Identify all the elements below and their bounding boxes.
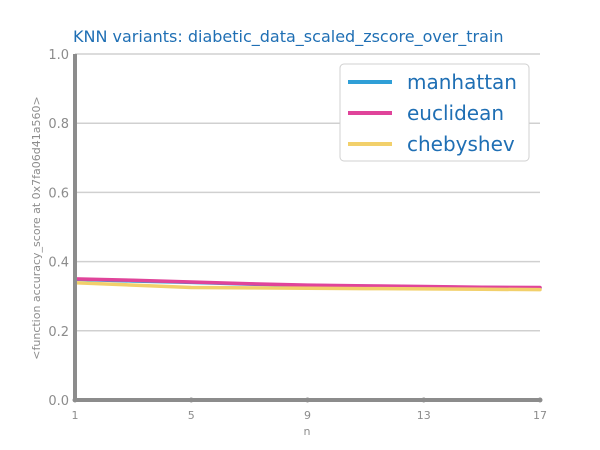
y-tick-label: 0.6 bbox=[48, 186, 69, 201]
x-tick-mark bbox=[421, 397, 427, 403]
series-line-euclidean bbox=[73, 277, 542, 290]
legend-frame bbox=[339, 63, 530, 162]
x-tick-mark bbox=[305, 397, 310, 403]
legend-label-manhattan: manhattan bbox=[407, 70, 517, 94]
chart-title: KNN variants: diabetic_data_scaled_zscor… bbox=[73, 27, 504, 47]
y-tick-label: 0.4 bbox=[48, 256, 69, 271]
y-tick-label: 1.0 bbox=[48, 48, 69, 63]
x-tick-label: 13 bbox=[417, 409, 431, 422]
x-tick-label: 17 bbox=[533, 409, 547, 422]
y-tick-label: 0.0 bbox=[48, 394, 69, 409]
x-ticks: 1 5 9 13 17 bbox=[72, 397, 547, 422]
x-tick-mark bbox=[537, 397, 543, 403]
x-tick-label: 9 bbox=[304, 409, 311, 422]
x-tick-label: 1 bbox=[72, 409, 79, 422]
x-axis-label: n bbox=[304, 425, 311, 438]
x-tick-mark bbox=[72, 397, 78, 403]
y-ticks: 0.0 0.2 0.4 0.6 0.8 1.0 bbox=[48, 48, 69, 409]
y-tick-label: 0.2 bbox=[48, 325, 69, 340]
x-tick-mark bbox=[188, 397, 194, 403]
legend: manhattan euclidean chebyshev bbox=[339, 63, 530, 162]
legend-label-euclidean: euclidean bbox=[407, 101, 504, 125]
y-tick-label: 0.8 bbox=[48, 117, 69, 132]
legend-label-chebyshev: chebyshev bbox=[407, 132, 515, 156]
series-line-chebyshev bbox=[73, 280, 542, 292]
x-tick-label: 5 bbox=[188, 409, 195, 422]
y-axis-label: <function accuracy_score at 0x7fa06d41a5… bbox=[30, 96, 43, 359]
series-lines bbox=[73, 277, 542, 292]
